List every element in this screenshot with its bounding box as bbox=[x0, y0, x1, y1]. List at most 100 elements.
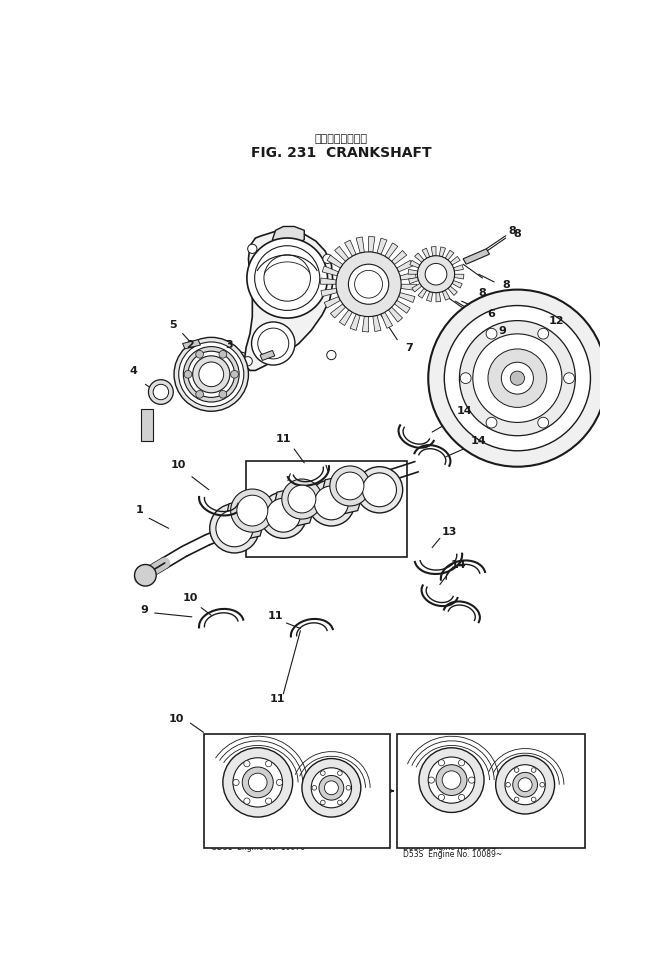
Circle shape bbox=[538, 329, 549, 340]
Polygon shape bbox=[394, 301, 410, 314]
Circle shape bbox=[486, 329, 497, 340]
Circle shape bbox=[184, 371, 192, 379]
Circle shape bbox=[428, 290, 606, 467]
Circle shape bbox=[425, 264, 447, 285]
Text: 10: 10 bbox=[183, 592, 198, 602]
Polygon shape bbox=[412, 284, 422, 293]
Text: 13: 13 bbox=[442, 526, 457, 536]
Text: 5: 5 bbox=[169, 319, 176, 330]
Circle shape bbox=[302, 759, 361, 817]
Polygon shape bbox=[369, 237, 375, 253]
Circle shape bbox=[338, 771, 342, 776]
Circle shape bbox=[473, 334, 562, 423]
Polygon shape bbox=[245, 232, 333, 371]
Circle shape bbox=[312, 786, 317, 790]
Circle shape bbox=[244, 761, 250, 767]
Circle shape bbox=[288, 486, 316, 513]
Circle shape bbox=[260, 492, 307, 538]
Circle shape bbox=[276, 780, 283, 786]
Polygon shape bbox=[356, 237, 364, 254]
Text: D53S  Engine No. 10089~: D53S Engine No. 10089~ bbox=[404, 850, 503, 859]
Circle shape bbox=[428, 757, 475, 803]
Circle shape bbox=[231, 489, 274, 532]
Text: 9: 9 bbox=[498, 326, 506, 336]
Polygon shape bbox=[431, 247, 436, 257]
Circle shape bbox=[514, 768, 519, 773]
Circle shape bbox=[488, 350, 547, 408]
Circle shape bbox=[346, 786, 351, 790]
Circle shape bbox=[311, 768, 352, 808]
Polygon shape bbox=[422, 249, 430, 259]
Circle shape bbox=[460, 373, 471, 384]
Polygon shape bbox=[340, 311, 352, 326]
Text: 11: 11 bbox=[268, 611, 283, 620]
Circle shape bbox=[362, 474, 396, 507]
Circle shape bbox=[518, 778, 532, 791]
Polygon shape bbox=[362, 317, 369, 332]
Circle shape bbox=[496, 755, 554, 814]
Polygon shape bbox=[345, 241, 356, 257]
Polygon shape bbox=[322, 267, 339, 276]
Polygon shape bbox=[330, 305, 346, 319]
Polygon shape bbox=[377, 238, 387, 255]
Text: 6: 6 bbox=[479, 309, 486, 319]
Text: 6: 6 bbox=[487, 309, 495, 319]
Polygon shape bbox=[388, 308, 403, 322]
Polygon shape bbox=[442, 291, 450, 301]
Circle shape bbox=[248, 774, 267, 791]
Text: 9: 9 bbox=[209, 746, 215, 756]
Circle shape bbox=[486, 418, 497, 429]
Text: 14: 14 bbox=[471, 436, 486, 446]
Circle shape bbox=[216, 510, 253, 547]
Circle shape bbox=[458, 794, 465, 801]
Circle shape bbox=[243, 358, 252, 366]
Text: 8: 8 bbox=[503, 280, 510, 290]
Circle shape bbox=[538, 418, 549, 429]
Polygon shape bbox=[392, 251, 407, 266]
Text: クランクシャフト: クランクシャフト bbox=[315, 134, 368, 144]
Text: 9: 9 bbox=[140, 605, 148, 615]
Circle shape bbox=[199, 362, 223, 387]
Text: 14: 14 bbox=[457, 406, 472, 416]
Circle shape bbox=[149, 380, 173, 404]
Circle shape bbox=[468, 778, 475, 784]
Circle shape bbox=[348, 265, 389, 305]
Polygon shape bbox=[324, 297, 340, 309]
Polygon shape bbox=[399, 293, 415, 303]
Circle shape bbox=[219, 391, 227, 399]
Polygon shape bbox=[408, 278, 418, 284]
Polygon shape bbox=[321, 289, 337, 297]
Text: 8: 8 bbox=[479, 288, 486, 298]
Circle shape bbox=[564, 373, 574, 384]
Circle shape bbox=[153, 385, 169, 401]
Text: 10: 10 bbox=[169, 714, 184, 724]
Polygon shape bbox=[321, 278, 336, 285]
Circle shape bbox=[188, 352, 235, 398]
Circle shape bbox=[323, 255, 332, 264]
Circle shape bbox=[336, 473, 364, 500]
Polygon shape bbox=[454, 266, 464, 272]
Circle shape bbox=[324, 781, 338, 795]
Circle shape bbox=[513, 773, 538, 797]
Bar bbox=[398, 734, 585, 848]
Circle shape bbox=[436, 765, 467, 795]
Circle shape bbox=[428, 778, 434, 784]
Circle shape bbox=[251, 322, 295, 365]
Circle shape bbox=[510, 371, 524, 386]
Circle shape bbox=[209, 504, 259, 553]
Circle shape bbox=[532, 768, 536, 773]
Circle shape bbox=[179, 343, 244, 407]
Circle shape bbox=[195, 391, 203, 399]
Circle shape bbox=[265, 761, 271, 767]
Polygon shape bbox=[448, 287, 458, 296]
Text: 適用車種: 適用車種 bbox=[404, 834, 422, 843]
Polygon shape bbox=[440, 247, 446, 258]
Text: 8: 8 bbox=[508, 226, 516, 236]
Polygon shape bbox=[397, 261, 413, 273]
Polygon shape bbox=[401, 285, 417, 291]
Circle shape bbox=[438, 794, 444, 801]
Polygon shape bbox=[410, 261, 420, 269]
Circle shape bbox=[193, 357, 230, 394]
Circle shape bbox=[233, 758, 283, 807]
Circle shape bbox=[329, 466, 370, 506]
